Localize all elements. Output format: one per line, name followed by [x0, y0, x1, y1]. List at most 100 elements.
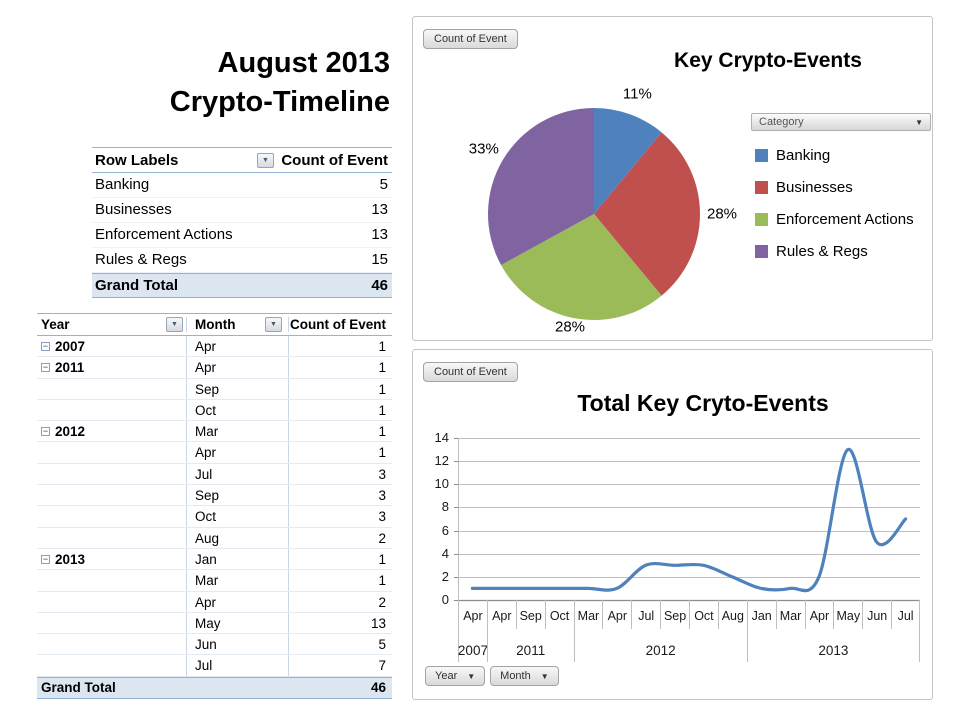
- summary-table-body: Banking 5 Businesses 13 Enforcement Actions 1…: [92, 173, 392, 273]
- category-cell: Businesses: [95, 201, 172, 218]
- pie-chart: [487, 107, 700, 321]
- table-row: Businesses 13: [92, 198, 392, 223]
- year-cell: −2012: [37, 421, 187, 442]
- table-row: Rules & Regs 15: [92, 248, 392, 273]
- pie-slice-rules-regs[interactable]: [487, 107, 594, 266]
- category-dropdown-label: Category: [759, 116, 804, 128]
- year-header-cell: Year ▼: [37, 317, 187, 332]
- legend-swatch: [755, 212, 768, 226]
- grand-total-value: 46: [370, 680, 386, 696]
- detail-pivot-table: Year ▼ Month ▼ Count of Event −2007 Apr 1−…: [37, 313, 392, 699]
- year-text: 2011: [55, 359, 85, 375]
- detail-table-body: −2007 Apr 1−2011 Apr 1 Sep 1 Oct 1−2012 Mar 1 Apr 1 J…: [37, 336, 392, 677]
- year-header-text: Year: [41, 317, 70, 332]
- line-chart-panel: Count of Event Total Key Cryto-Events 0 2…: [412, 349, 933, 700]
- count-cell: 5: [379, 176, 388, 193]
- collapse-toggle[interactable]: −: [41, 361, 50, 372]
- x-axis-month-label: Mar: [775, 600, 805, 629]
- table-row: −2013 Jan 1: [37, 548, 392, 571]
- pie-slice-businesses[interactable]: [594, 132, 700, 296]
- x-axis-month-label: Apr: [804, 600, 834, 629]
- x-axis-month-label: Aug: [717, 600, 747, 629]
- legend-label: Rules & Regs: [776, 242, 868, 260]
- row-labels-header-cell: Row Labels ▼: [92, 152, 277, 169]
- year-cell: [37, 485, 187, 506]
- table-row: Jun 5: [37, 634, 392, 656]
- count-cell: 15: [371, 251, 388, 268]
- y-axis-tick-label: 14: [434, 430, 449, 445]
- count-cell: 1: [378, 339, 386, 354]
- count-of-event-field-button[interactable]: Count of Event: [423, 29, 518, 49]
- month-cell: Apr: [187, 442, 289, 463]
- month-axis-field-button[interactable]: Month ▼: [490, 666, 559, 686]
- table-row: Apr 1: [37, 442, 392, 464]
- month-cell: May: [187, 612, 289, 634]
- table-row: −2011 Apr 1: [37, 357, 392, 379]
- legend-item-rules-regs: Rules & Regs: [755, 242, 868, 260]
- month-cell: Oct: [187, 399, 289, 421]
- collapse-toggle[interactable]: −: [41, 340, 50, 351]
- page-title: August 2013 Crypto-Timeline: [90, 44, 390, 122]
- count-cell: 2: [378, 594, 386, 610]
- table-row: −2012 Mar 1: [37, 421, 392, 443]
- month-cell: Sep: [187, 485, 289, 506]
- count-of-event-series-line: [470, 447, 908, 593]
- grand-total-label: Grand Total: [41, 680, 116, 696]
- year-cell: [37, 612, 187, 634]
- year-cell: [37, 634, 187, 655]
- year-text: 2007: [55, 338, 86, 354]
- row-labels-filter-button[interactable]: ▼: [257, 152, 274, 168]
- table-row: Banking 5: [92, 173, 392, 198]
- month-cell: Apr: [187, 591, 289, 612]
- pie-chart-title: Key Crypto-Events: [674, 49, 862, 72]
- month-filter-button[interactable]: ▼: [265, 317, 282, 332]
- pie-slice-banking[interactable]: [594, 108, 662, 214]
- row-labels-header-text: Row Labels: [95, 151, 179, 169]
- count-header-cell: Count of Event: [281, 151, 388, 169]
- year-cell: [37, 442, 187, 463]
- category-filter-dropdown[interactable]: Category ▼: [751, 113, 931, 131]
- collapse-toggle[interactable]: −: [41, 425, 50, 436]
- x-axis-year-group-label: 2011: [486, 600, 574, 662]
- category-cell: Enforcement Actions: [95, 226, 233, 243]
- count-cell: 1: [378, 445, 386, 461]
- month-cell: Mar: [187, 421, 289, 442]
- table-row: −2007 Apr 1: [37, 336, 392, 358]
- line-chart-title: Total Key Cryto-Events: [577, 390, 829, 416]
- table-row: Oct 3: [37, 506, 392, 528]
- count-of-event-field-button[interactable]: Count of Event: [423, 362, 518, 382]
- y-axis-tick-label: 8: [441, 499, 449, 515]
- filter-dropdown-icon: ▼: [270, 321, 277, 328]
- table-row: Aug 2: [37, 527, 392, 549]
- pie-slice-enforcement-actions[interactable]: [501, 214, 662, 321]
- table-row: Sep 1: [37, 378, 392, 400]
- legend-item-enforcement-actions: Enforcement Actions: [755, 211, 914, 228]
- page-title-line2: Crypto-Timeline: [169, 86, 390, 118]
- legend-item-banking: Banking: [755, 147, 830, 164]
- count-cell: 1: [378, 360, 386, 376]
- x-axis-month-label: Jun: [862, 600, 891, 629]
- count-cell: 1: [378, 573, 386, 589]
- year-cell: [37, 378, 187, 399]
- filter-dropdown-icon: ▼: [262, 156, 269, 164]
- year-axis-field-button[interactable]: Year ▼: [425, 666, 486, 686]
- x-axis-year-group-label: 2012: [573, 600, 747, 662]
- year-sort-filter-button[interactable]: ▼: [166, 317, 183, 332]
- legend-swatch: [755, 148, 768, 162]
- summary-pivot-table: Row Labels ▼ Count of Event Banking 5 Busi…: [92, 147, 392, 298]
- y-axis-tick-label: 0: [441, 592, 449, 607]
- legend-swatch: [755, 244, 768, 258]
- detail-table-header-row: Year ▼ Month ▼ Count of Event: [37, 313, 392, 336]
- detail-grand-total-row: Grand Total 46: [37, 676, 392, 699]
- count-cell: 1: [378, 381, 386, 397]
- year-cell: [37, 399, 187, 421]
- month-cell: Apr: [187, 336, 289, 357]
- count-cell: 13: [371, 201, 388, 218]
- month-cell: Oct: [187, 506, 289, 527]
- year-cell: [37, 655, 187, 676]
- x-axis-year-group-label: 2013: [746, 600, 920, 662]
- collapse-toggle[interactable]: −: [41, 553, 50, 564]
- year-cell: [37, 463, 187, 485]
- table-row: Mar 1: [37, 570, 392, 592]
